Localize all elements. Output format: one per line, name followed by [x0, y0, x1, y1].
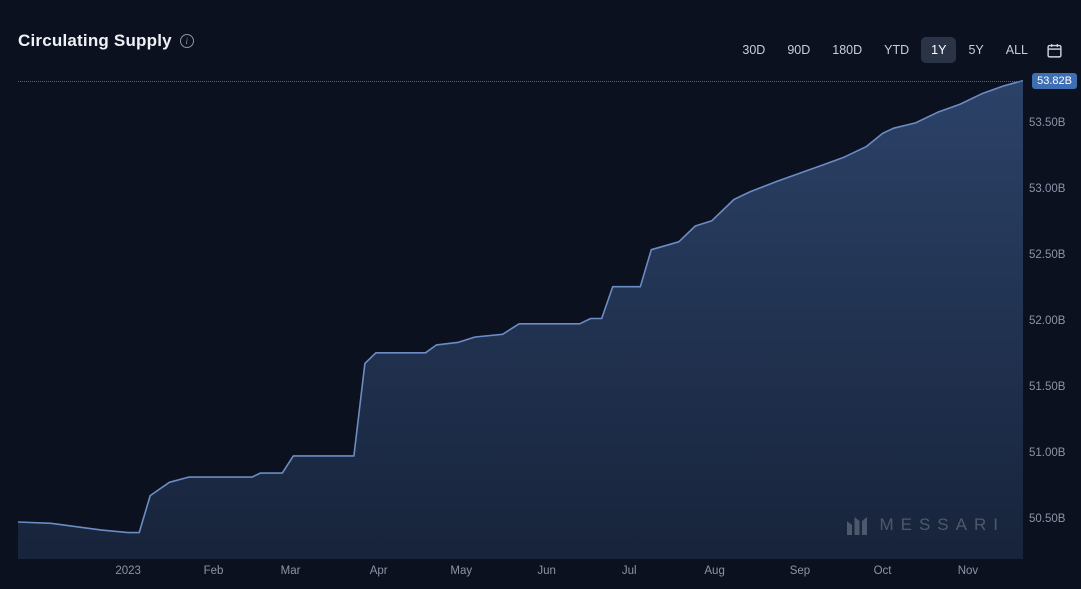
x-tick: Jul: [622, 565, 637, 577]
y-tick: 52.50B: [1029, 249, 1065, 261]
y-tick: 51.50B: [1029, 381, 1065, 393]
title-wrap: Circulating Supply i: [18, 31, 194, 51]
area-chart-svg: [18, 70, 1023, 559]
range-btn-all[interactable]: ALL: [996, 37, 1038, 63]
x-tick: Apr: [370, 565, 388, 577]
range-btn-ytd[interactable]: YTD: [874, 37, 919, 63]
range-btn-1y[interactable]: 1Y: [921, 37, 956, 63]
x-tick: Sep: [790, 565, 810, 577]
range-btn-180d[interactable]: 180D: [822, 37, 872, 63]
chart-title: Circulating Supply: [18, 31, 172, 51]
range-btn-90d[interactable]: 90D: [777, 37, 820, 63]
x-tick: Aug: [704, 565, 724, 577]
chart-card: Circulating Supply i 30D90D180DYTD1Y5YAL…: [0, 0, 1081, 589]
last-value-guide-line: [18, 81, 1023, 82]
y-tick: 50.50B: [1029, 513, 1065, 525]
calendar-icon[interactable]: [1046, 42, 1063, 59]
x-tick: Oct: [874, 565, 892, 577]
y-tick: 53.00B: [1029, 183, 1065, 195]
y-tick: 51.00B: [1029, 447, 1065, 459]
y-axis: 53.82B 50.50B 51.00B 51.50B 52.00B 52.50B 53.…: [1023, 70, 1077, 559]
y-tick: 53.50B: [1029, 117, 1065, 129]
range-selector: 30D90D180DYTD1Y5YALL: [732, 19, 1063, 63]
chart-area: 53.82B 50.50B 51.00B 51.50B 52.00B 52.50B 53.…: [18, 70, 1077, 585]
last-value-badge: 53.82B: [1032, 73, 1077, 89]
x-tick: Mar: [281, 565, 301, 577]
plot[interactable]: [18, 70, 1023, 559]
x-tick: Jun: [537, 565, 556, 577]
range-btn-30d[interactable]: 30D: [732, 37, 775, 63]
x-tick: Feb: [204, 565, 224, 577]
x-tick: 2023: [115, 565, 141, 577]
range-btn-5y[interactable]: 5Y: [958, 37, 993, 63]
y-tick: 52.00B: [1029, 315, 1065, 327]
x-axis: 2023 Feb Mar Apr May Jun Jul Aug Sep Oct Nov: [18, 559, 1023, 585]
x-tick: Nov: [958, 565, 978, 577]
x-tick: May: [450, 565, 472, 577]
info-icon[interactable]: i: [180, 34, 194, 48]
header: Circulating Supply i 30D90D180DYTD1Y5YAL…: [18, 18, 1077, 64]
